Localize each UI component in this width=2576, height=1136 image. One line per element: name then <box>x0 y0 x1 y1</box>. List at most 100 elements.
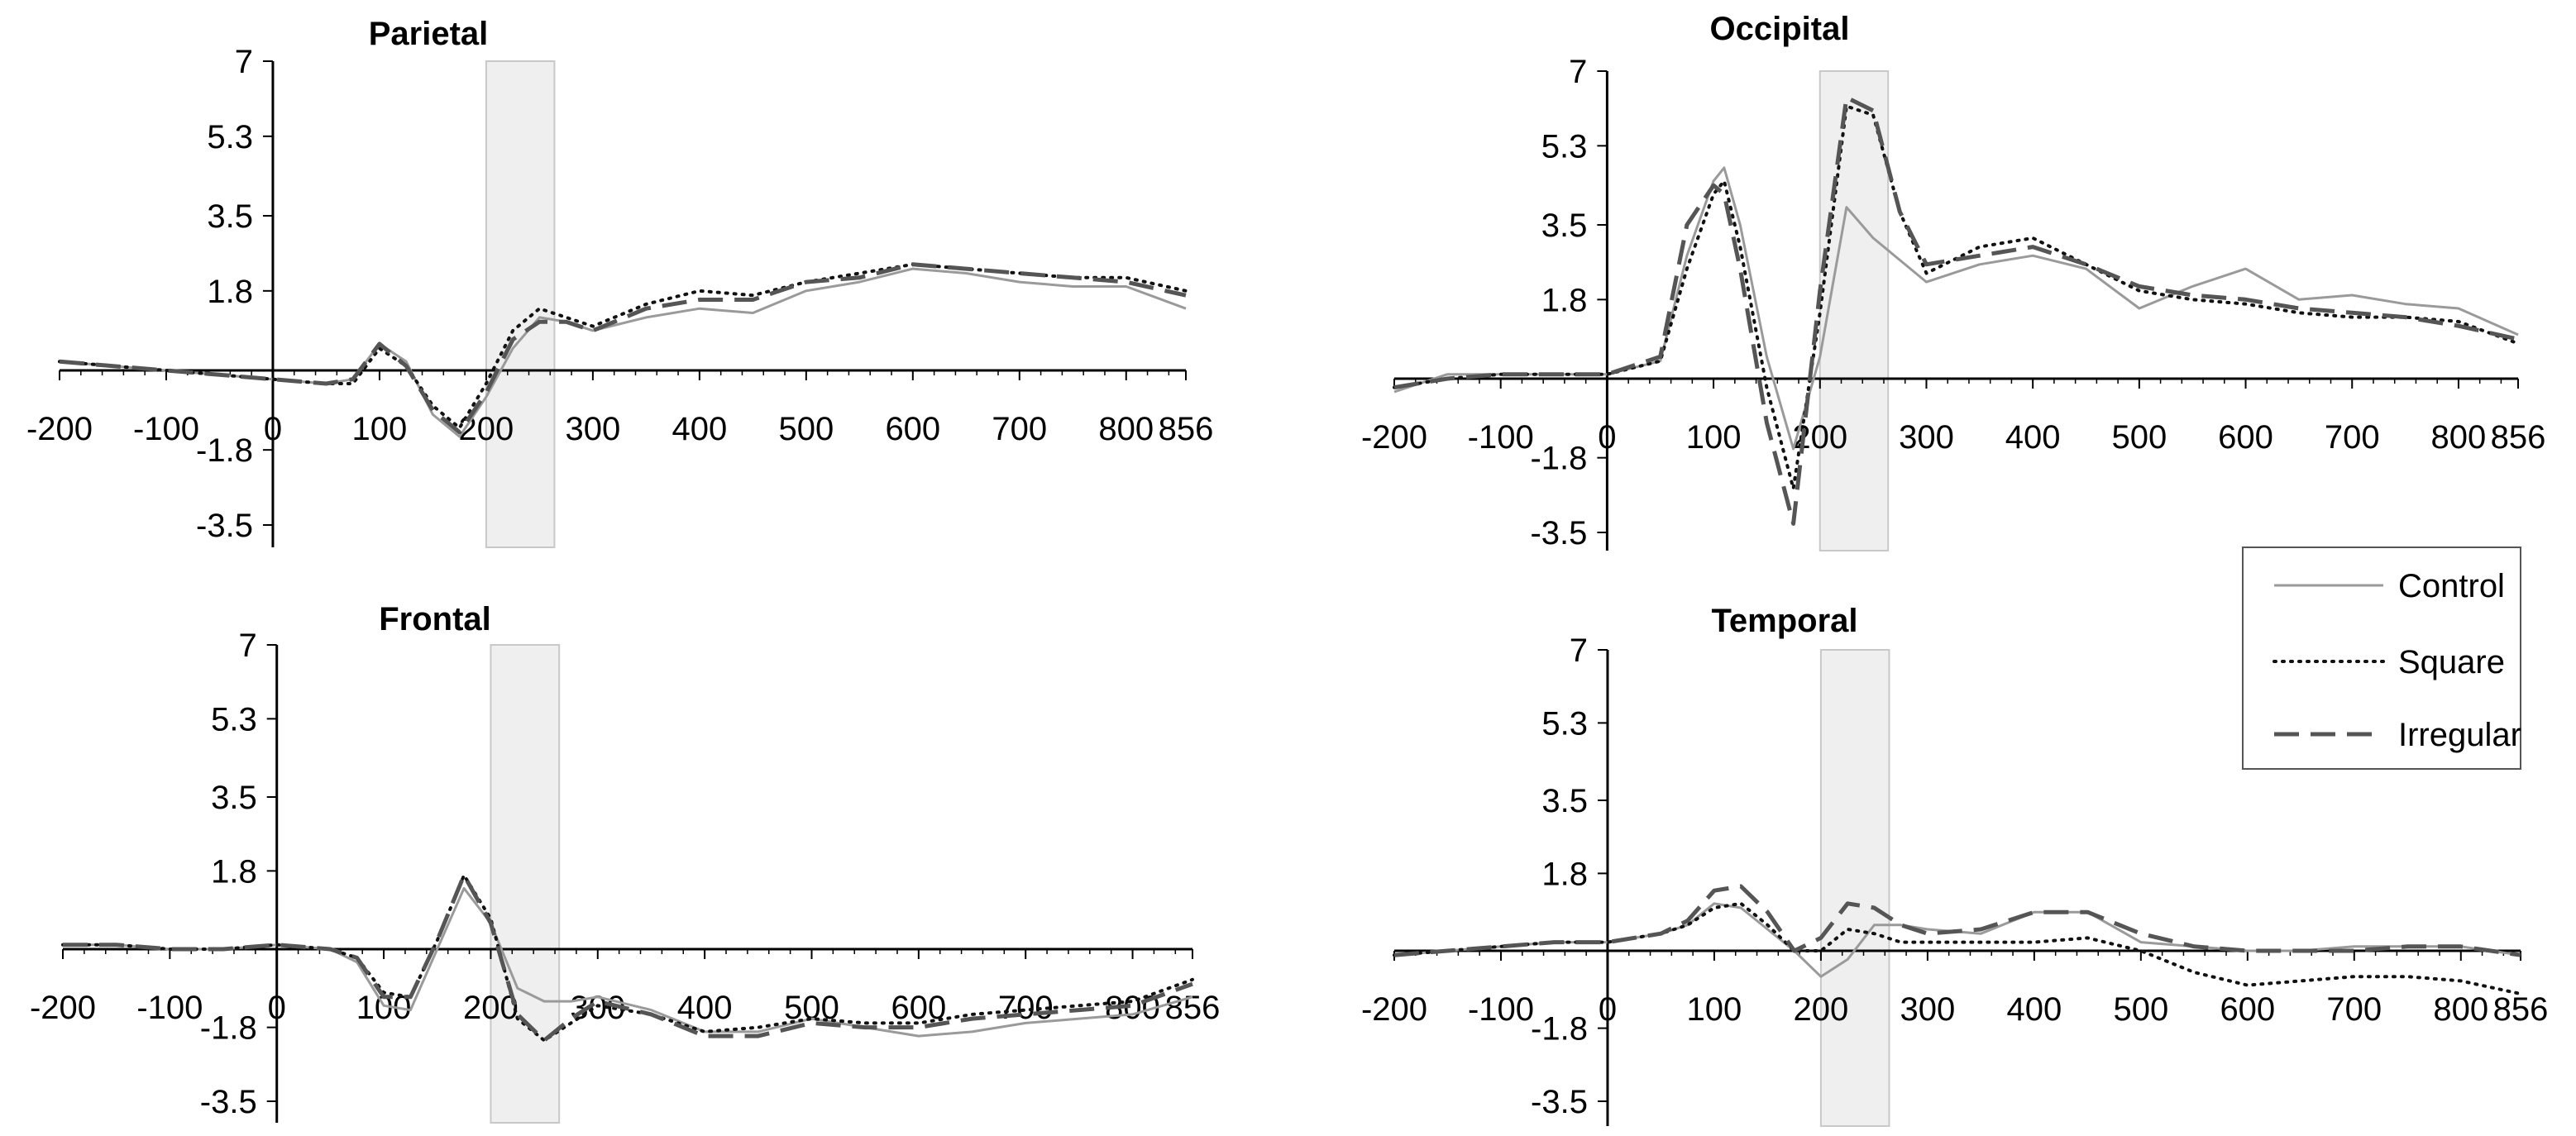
x-tick-label: 600 <box>2220 991 2275 1028</box>
legend-label-control: Control <box>2398 568 2505 604</box>
highlight-window <box>485 60 556 548</box>
axes: -200 -100 0 100 200 300 400 500 600 700 800 85675.3… <box>30 628 1220 1123</box>
series-line-square <box>1393 901 2522 995</box>
y-tick-label: 5.3 <box>207 119 253 155</box>
x-tick-label: 200 <box>1794 991 1849 1028</box>
panel-title: Temporal <box>1711 603 1857 639</box>
y-tick-label: 3.5 <box>1541 783 1588 819</box>
y-tick-label: -3.5 <box>1530 515 1587 551</box>
x-tick-label: 800 <box>2433 991 2488 1028</box>
y-tick-label: 1.8 <box>1541 856 1588 892</box>
x-tick-label: 856 <box>1159 411 1214 447</box>
y-tick-label: 1.8 <box>211 853 257 890</box>
legend: Control Square Irregular <box>2242 547 2521 770</box>
panel-title: Frontal <box>379 601 491 637</box>
x-tick-label: -100 <box>136 990 203 1026</box>
x-tick-label: 400 <box>671 411 727 447</box>
x-tick-label: 400 <box>677 990 733 1026</box>
x-tick-label: 700 <box>2325 419 2380 456</box>
x-tick-label: -100 <box>1468 991 1534 1028</box>
x-tick-label: 0 <box>1598 419 1616 456</box>
x-tick-label: 400 <box>2005 419 2061 456</box>
x-tick-label: 200 <box>463 990 519 1026</box>
x-tick-label: 100 <box>1686 419 1742 456</box>
panel-parietal: Parietal -200 -100 0 100 200 300 400 500 600 700 8… <box>26 16 1213 548</box>
highlight-window <box>1818 70 1890 551</box>
series-line-irregular <box>59 262 1187 435</box>
y-tick-label: -1.8 <box>196 432 253 469</box>
x-tick-label: 800 <box>1098 411 1154 447</box>
y-tick-label: 5.3 <box>1541 128 1588 165</box>
y-tick-label: -3.5 <box>200 1084 257 1120</box>
axes: -200 -100 0 100 200 300 400 500 600 700 800 85675.3… <box>1361 54 2545 551</box>
x-tick-label: 600 <box>891 990 946 1026</box>
y-tick-label: -3.5 <box>1531 1084 1588 1120</box>
y-tick-label: 5.3 <box>211 701 257 737</box>
y-tick-label: 1.8 <box>1541 282 1588 318</box>
x-tick-label: 300 <box>1900 991 1956 1028</box>
panel-frontal: Frontal -200 -100 0 100 200 300 400 500 600 700 80… <box>30 601 1220 1124</box>
y-tick-label: 3.5 <box>1541 208 1588 244</box>
x-tick-label: 600 <box>885 411 940 447</box>
x-tick-label: 700 <box>2326 991 2382 1028</box>
x-tick-label: 500 <box>784 990 839 1026</box>
x-tick-label: -200 <box>1361 991 1427 1028</box>
legend-label-irregular: Irregular <box>2398 717 2521 753</box>
x-tick-label: 856 <box>1165 990 1221 1026</box>
series-layer <box>1393 884 2522 995</box>
highlight-window <box>1819 649 1890 1127</box>
x-tick-label: 0 <box>1599 991 1617 1028</box>
y-tick-label: -3.5 <box>196 508 253 544</box>
y-tick-label: 3.5 <box>207 198 253 235</box>
y-tick-label: -1.8 <box>200 1010 257 1047</box>
series-line-irregular <box>63 873 1193 1043</box>
x-tick-label: -100 <box>1468 419 1534 456</box>
axes: -200 -100 0 100 200 300 400 500 600 700 800 856 7 5.3… <box>1361 632 2548 1126</box>
y-tick-label: 5.3 <box>1541 705 1588 742</box>
x-tick-label: -200 <box>1361 419 1427 456</box>
x-tick-label: 700 <box>998 990 1054 1026</box>
highlight-window <box>490 644 561 1124</box>
y-tick-label: 1.8 <box>207 274 253 310</box>
x-tick-label: 700 <box>992 411 1047 447</box>
series-line-irregular <box>1393 95 2519 526</box>
y-tick-label: 3.5 <box>211 780 257 816</box>
x-tick-label: 600 <box>2218 419 2273 456</box>
x-tick-label: 100 <box>1687 991 1742 1028</box>
axes: -200 -100 0 100 200 300 400 500 600 700 800 856 7 5.3… <box>26 44 1213 547</box>
x-tick-label: -200 <box>26 411 93 447</box>
y-tick-label: 7 <box>1569 54 1587 90</box>
x-tick-label: 200 <box>459 411 514 447</box>
x-tick-label: 400 <box>2006 991 2062 1028</box>
x-tick-label: -100 <box>133 411 199 447</box>
panel-title: Parietal <box>369 16 489 52</box>
x-tick-label: 500 <box>2113 991 2168 1028</box>
x-tick-label: 500 <box>778 411 834 447</box>
series-layer <box>61 873 1194 1043</box>
x-tick-label: 100 <box>352 411 408 447</box>
series-layer <box>58 262 1188 438</box>
y-tick-label: 7 <box>235 44 253 80</box>
series-line-control <box>1393 902 2521 978</box>
x-tick-label: 500 <box>2111 419 2167 456</box>
series-layer <box>1393 95 2520 526</box>
y-tick-label: 7 <box>1570 632 1588 669</box>
x-tick-label: 0 <box>268 990 286 1026</box>
x-tick-label: 856 <box>2493 991 2549 1028</box>
x-tick-label: 856 <box>2491 419 2546 456</box>
x-tick-label: 300 <box>566 411 621 447</box>
series-line-irregular <box>1393 884 2521 957</box>
panel-occipital: Occipital -200 -100 0 100 200 300 400 500 600 700… <box>1361 11 2545 551</box>
series-line-square <box>1393 104 2520 490</box>
x-tick-label: 0 <box>264 411 282 447</box>
legend-label-square: Square <box>2398 644 2505 680</box>
y-tick-label: 7 <box>238 628 256 664</box>
panel-temporal: Temporal -200 -100 0 100 200 300 400 500 600 700 8… <box>1361 603 2548 1127</box>
x-tick-label: 300 <box>1899 419 1954 456</box>
x-tick-label: 800 <box>2431 419 2487 456</box>
panel-title: Occipital <box>1710 11 1850 47</box>
y-tick-label: -1.8 <box>1531 1011 1588 1048</box>
x-tick-label: -200 <box>30 990 96 1026</box>
y-tick-label: -1.8 <box>1530 441 1587 477</box>
